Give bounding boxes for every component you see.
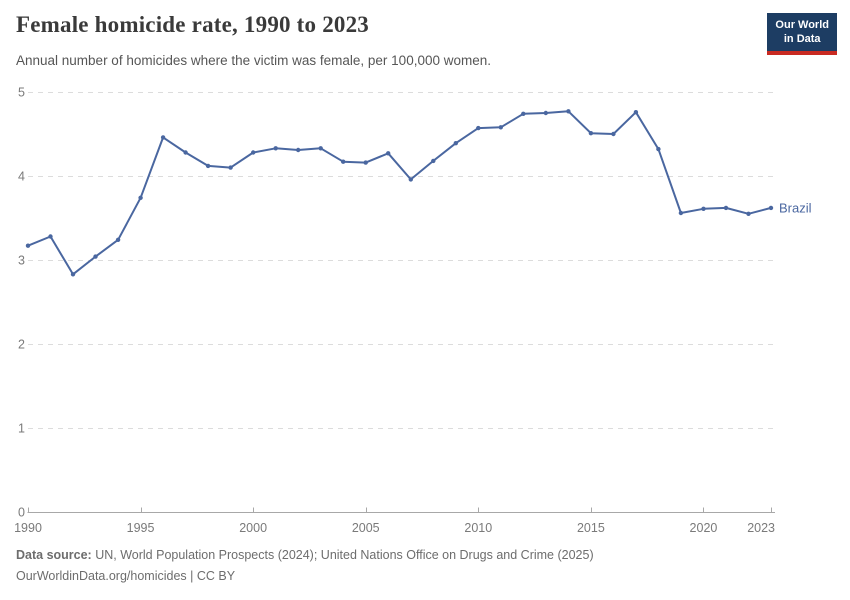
y-tick-label: 0 bbox=[18, 506, 25, 520]
data-point[interactable] bbox=[678, 210, 684, 216]
data-point[interactable] bbox=[723, 205, 729, 211]
data-point[interactable] bbox=[205, 163, 211, 169]
y-tick-label: 4 bbox=[18, 170, 25, 184]
x-tick-label: 1990 bbox=[14, 521, 42, 535]
x-tick-label: 2000 bbox=[239, 521, 267, 535]
data-point[interactable] bbox=[408, 177, 413, 182]
x-tick-label: 2010 bbox=[464, 521, 492, 535]
data-point[interactable] bbox=[228, 165, 233, 170]
owid-logo: Our World in Data bbox=[767, 13, 837, 55]
data-point[interactable] bbox=[746, 211, 751, 216]
credit-line: OurWorldinData.org/homicides | CC BY bbox=[16, 568, 236, 583]
data-point[interactable] bbox=[160, 135, 166, 140]
x-tick-label: 2015 bbox=[577, 521, 605, 535]
data-point[interactable] bbox=[251, 150, 256, 155]
x-tick-label: 2020 bbox=[690, 521, 718, 535]
x-tick-label: 2005 bbox=[352, 521, 380, 535]
data-point[interactable] bbox=[768, 205, 774, 211]
data-point[interactable] bbox=[25, 243, 31, 248]
data-point[interactable] bbox=[521, 111, 526, 117]
data-point[interactable] bbox=[431, 158, 436, 164]
data-point[interactable] bbox=[115, 237, 121, 242]
data-point[interactable] bbox=[70, 272, 76, 277]
data-point[interactable] bbox=[138, 195, 143, 200]
entity-label[interactable]: Brazil bbox=[779, 200, 812, 215]
data-point[interactable] bbox=[363, 160, 368, 165]
data-source-label: Data source: bbox=[16, 548, 92, 562]
logo-line-2: in Data bbox=[783, 33, 821, 46]
chart-subtitle: Annual number of homicides where the vic… bbox=[16, 53, 491, 68]
data-point[interactable] bbox=[296, 147, 301, 153]
data-point[interactable] bbox=[273, 146, 278, 151]
x-tick-label: 2023 bbox=[747, 521, 775, 535]
data-source-text: UN, World Population Prospects (2024); U… bbox=[95, 548, 594, 562]
data-point[interactable] bbox=[48, 234, 53, 239]
y-tick-label: 5 bbox=[18, 86, 25, 100]
y-tick-label: 2 bbox=[18, 338, 25, 352]
x-tick-label: 1995 bbox=[127, 521, 155, 535]
data-point[interactable] bbox=[633, 110, 639, 115]
data-point[interactable] bbox=[566, 109, 571, 114]
data-point[interactable] bbox=[543, 110, 548, 116]
data-point[interactable] bbox=[318, 146, 323, 151]
data-point[interactable] bbox=[476, 125, 481, 131]
data-point[interactable] bbox=[183, 150, 188, 155]
data-point[interactable] bbox=[588, 131, 594, 136]
y-tick-label: 1 bbox=[18, 422, 25, 436]
data-source-line: Data source: UN, World Population Prospe… bbox=[16, 545, 594, 566]
data-point[interactable] bbox=[656, 146, 661, 152]
data-point[interactable] bbox=[498, 125, 503, 130]
data-point[interactable] bbox=[341, 159, 346, 164]
data-point[interactable] bbox=[611, 131, 616, 137]
logo-line-1: Our World bbox=[775, 19, 829, 31]
data-point[interactable] bbox=[701, 206, 706, 211]
data-point[interactable] bbox=[386, 151, 391, 156]
chart-title: Female homicide rate, 1990 to 2023 bbox=[16, 12, 369, 37]
data-point[interactable] bbox=[93, 254, 98, 259]
data-line[interactable] bbox=[27, 110, 772, 276]
chart-footer: Data source: UN, World Population Prospe… bbox=[16, 545, 594, 586]
y-tick-label: 3 bbox=[18, 254, 25, 268]
data-point[interactable] bbox=[453, 141, 458, 146]
